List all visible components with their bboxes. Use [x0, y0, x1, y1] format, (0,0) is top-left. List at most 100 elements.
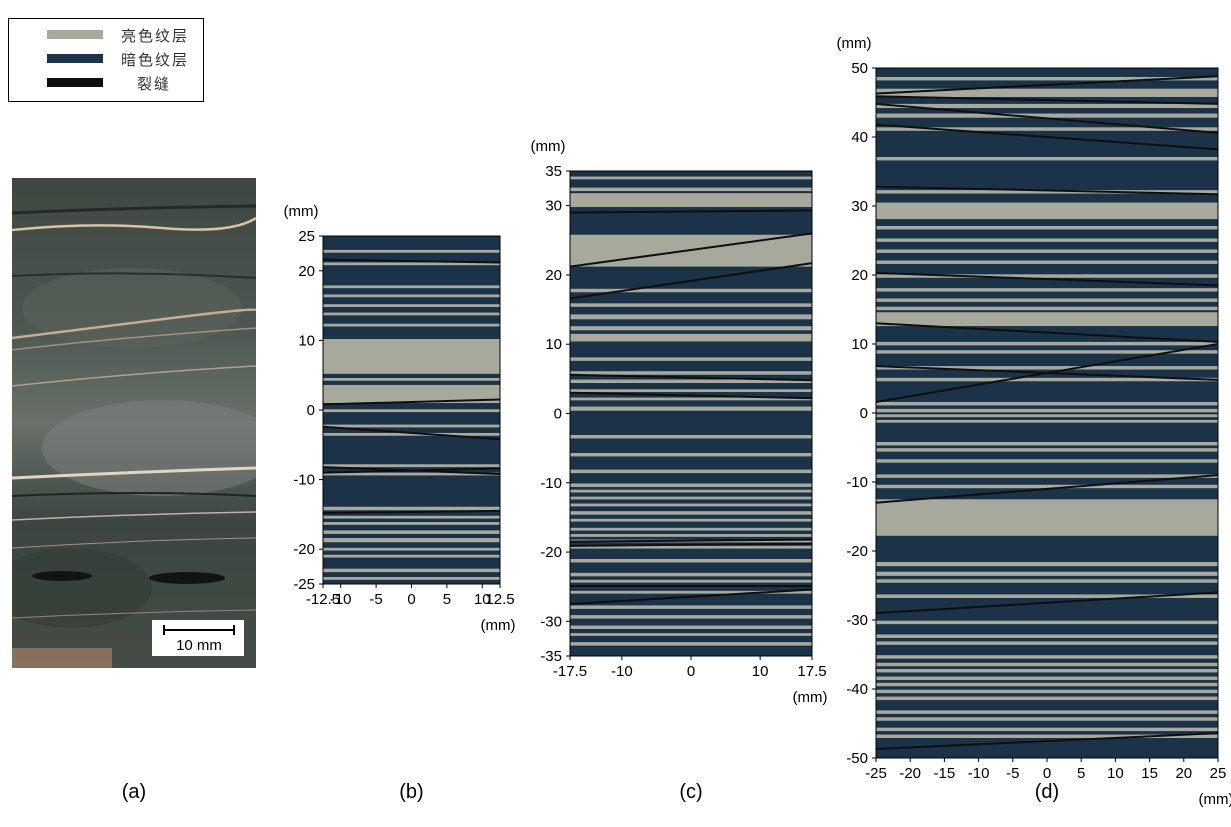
panel-b-light-band [323, 304, 500, 307]
panel-d-light-band [876, 696, 1218, 701]
panel-d-light-band [876, 419, 1218, 423]
panel-b-x-tick-label: -12.5 [306, 591, 340, 608]
panel-d-y-tick-label: -40 [846, 681, 868, 698]
legend-item-crack: 裂缝 [9, 73, 203, 93]
panel-c-light-band [570, 633, 812, 636]
panel-d-light-band [876, 459, 1218, 463]
panel-d-light-band [876, 366, 1218, 370]
panel-d-light-band [876, 288, 1218, 292]
panel-b-y-tick-label: 20 [298, 263, 315, 280]
panel-d-x-tick-label: 20 [1175, 765, 1192, 782]
panel-b-light-band [323, 262, 500, 266]
panel-c-light-band [570, 590, 812, 594]
panel-c-y-tick-label: 35 [545, 163, 562, 180]
panel-d-light-band [876, 441, 1218, 446]
panel-d-y-tick-label: 50 [851, 60, 868, 77]
legend-swatch-dark [47, 54, 103, 63]
panel-c-light-band [570, 483, 812, 487]
panel-d-y-tick-label: -30 [846, 612, 868, 629]
panel-d-light-band [876, 571, 1218, 576]
panel-d-light-band [876, 260, 1218, 264]
core-photo-image: 10 mm [12, 178, 256, 668]
panel-d-crack-line [875, 75, 1219, 95]
panel-c-crack-line [569, 209, 813, 214]
legend-item-dark-lamina: 暗色纹层 [9, 49, 203, 69]
panel-c-light-band [570, 379, 812, 384]
panel-b-x-tick-label: -5 [369, 591, 382, 608]
panel-d-light-band [876, 579, 1218, 583]
panel-c-light-band [570, 605, 812, 609]
panel-d-light-band [876, 341, 1218, 346]
panel-d-light-band [876, 620, 1218, 625]
panel-c-light-band [570, 333, 812, 342]
panel-d-x-tick-label: -5 [1006, 765, 1019, 782]
panel-c-light-band [570, 176, 812, 180]
panel-d-light-band [876, 306, 1218, 311]
panel-c-crack-line [569, 538, 813, 543]
panel-c-light-band [570, 496, 812, 500]
panel-b-light-band [323, 377, 500, 381]
panel-b-y-tick-label: -25 [293, 576, 315, 593]
panel-b-light-band [323, 409, 500, 413]
panel-d-x-tick-label: -10 [968, 765, 990, 782]
panel-b-light-band [323, 323, 500, 327]
panel-d-light-band [876, 401, 1218, 406]
panel-d-light-band [876, 448, 1218, 452]
panel-c-x-tick-label: 0 [687, 663, 695, 680]
panel-d-light-band [876, 103, 1218, 109]
panel-d-y-tick-label: 10 [851, 336, 868, 353]
panel-b-light-band [323, 424, 500, 428]
panel-c-light-band [570, 303, 812, 307]
panel-c-light-band [570, 625, 812, 629]
panel-d-light-band [876, 113, 1218, 118]
panel-d-light-band [876, 474, 1218, 478]
panel-d-caption: (d) [1035, 781, 1059, 803]
panel-c-y-tick-label: -10 [540, 475, 562, 492]
panel-d-light-band [876, 202, 1218, 220]
panel-b-light-band [323, 464, 500, 468]
panel-d-crack-line [875, 185, 1219, 196]
panel-b-y-tick-label: -10 [293, 472, 315, 489]
panel-d-light-band [876, 249, 1218, 253]
panel-b-light-band [323, 538, 500, 543]
panel-b-light-band [323, 249, 500, 253]
panel-c-light-band [570, 288, 812, 293]
panel-b-crack-line [322, 425, 501, 441]
panel-d-crack-line [875, 474, 1219, 504]
panel-c-y-tick-label: 0 [554, 406, 562, 423]
panel-d-light-band [876, 350, 1218, 354]
panel-d-crack-line [875, 591, 1219, 615]
panel-c-crack-line [569, 542, 813, 547]
panel-b-light-band [323, 384, 500, 404]
panel-d-light-band [876, 682, 1218, 687]
panel-d-light-band [876, 562, 1218, 567]
panel-b-light-band [323, 577, 500, 580]
panel-c-y-tick-label: -20 [540, 544, 562, 561]
panel-a-caption: (a) [122, 781, 146, 803]
panel-b-caption: (b) [399, 781, 423, 803]
panel-c-y-tick-label: -35 [540, 648, 562, 665]
scale-bar-label: 10 mm [176, 637, 222, 654]
panel-d-background [876, 68, 1218, 758]
panel-d-light-band [876, 157, 1218, 161]
legend-label-dark: 暗色纹层 [121, 52, 190, 69]
panel-b-crack-line [322, 467, 501, 474]
panel-c-y-tick-label: 30 [545, 198, 562, 215]
panel-b-y-tick-label: 0 [307, 402, 315, 419]
panel-d-light-band [876, 689, 1218, 694]
panel-c-crack-line [569, 262, 813, 300]
panel-c-crack-line [569, 588, 813, 606]
panel-b-light-band [323, 554, 500, 558]
panel-c-light-band [570, 371, 812, 375]
panel-b-light-band [323, 312, 500, 316]
panel-c-light-band [570, 572, 812, 577]
panel-c-crack-line [569, 391, 813, 400]
panel-d-y-tick-label: -10 [846, 474, 868, 491]
panel-b-x-tick-label: -10 [330, 591, 352, 608]
panel-d-light-band [876, 190, 1218, 194]
panel-d-x-tick-label: -20 [899, 765, 921, 782]
panel-c-crack-line [569, 373, 813, 382]
panel-c-y-tick-label: 20 [545, 267, 562, 284]
panel-d-x-tick-label: 5 [1077, 765, 1085, 782]
